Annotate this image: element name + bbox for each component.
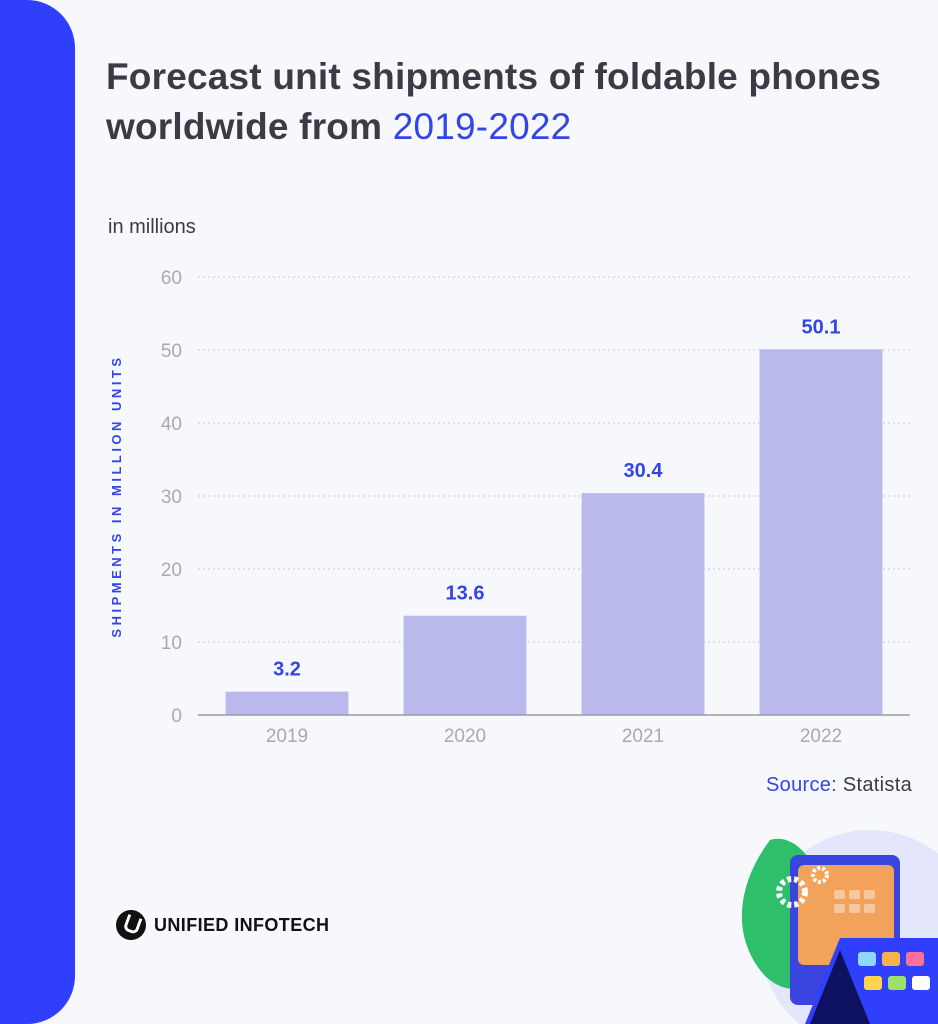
gear-icon xyxy=(776,876,808,908)
x-tick-label-2020: 2020 xyxy=(444,726,486,747)
chart-title: Forecast unit shipments of foldable phon… xyxy=(106,52,926,152)
bar-2021 xyxy=(581,493,705,715)
small-gear-icon xyxy=(811,866,829,884)
grid-lines xyxy=(198,276,910,643)
units-note: in millions xyxy=(108,216,196,238)
source-name: Statista xyxy=(842,774,912,796)
chart-title-accent: 2019-2022 xyxy=(392,106,572,147)
folded-phone-hinge xyxy=(810,950,870,1024)
brand-logo: UNIFIED INFOTECH xyxy=(116,910,329,940)
source-label: Source: xyxy=(766,774,838,796)
data-labels: 3.2 13.6 30.4 50.1 xyxy=(273,316,840,680)
y-axis-label: SHIPMENTS IN MILLION UNITS xyxy=(109,354,124,637)
bar-2020 xyxy=(403,615,527,715)
y-tick-label: 50 xyxy=(161,341,182,362)
source-note: Source: Statista xyxy=(766,774,912,797)
y-tick-label: 40 xyxy=(161,414,182,435)
bar-2019 xyxy=(225,691,349,715)
side-accent-bar xyxy=(0,0,75,1024)
data-label-2021: 30.4 xyxy=(624,460,664,482)
app-grid-icon xyxy=(834,890,875,913)
y-tick-label: 30 xyxy=(161,487,182,508)
y-tick-label: 60 xyxy=(161,268,182,289)
y-tick-label: 10 xyxy=(161,633,182,654)
brand-mark-icon xyxy=(116,910,146,940)
x-tick-labels: 2019 2020 2021 2022 xyxy=(266,726,842,747)
data-label-2022: 50.1 xyxy=(802,316,841,338)
data-label-2020: 13.6 xyxy=(446,583,485,605)
x-tick-label-2022: 2022 xyxy=(800,726,842,747)
x-tick-label-2021: 2021 xyxy=(622,726,664,747)
bars xyxy=(225,349,883,715)
y-tick-label: 0 xyxy=(171,706,182,727)
chart-title-main: Forecast unit shipments of foldable phon… xyxy=(106,56,882,147)
y-tick-labels: 0 10 20 30 40 50 60 xyxy=(161,268,182,727)
foldable-phone-illustration xyxy=(741,830,938,1024)
y-tick-label: 20 xyxy=(161,560,182,581)
data-label-2019: 3.2 xyxy=(273,659,301,681)
brand-name: UNIFIED INFOTECH xyxy=(154,914,330,935)
bar-2022 xyxy=(759,349,883,715)
x-tick-label-2019: 2019 xyxy=(266,726,308,747)
app-tiles-icon xyxy=(858,952,930,990)
